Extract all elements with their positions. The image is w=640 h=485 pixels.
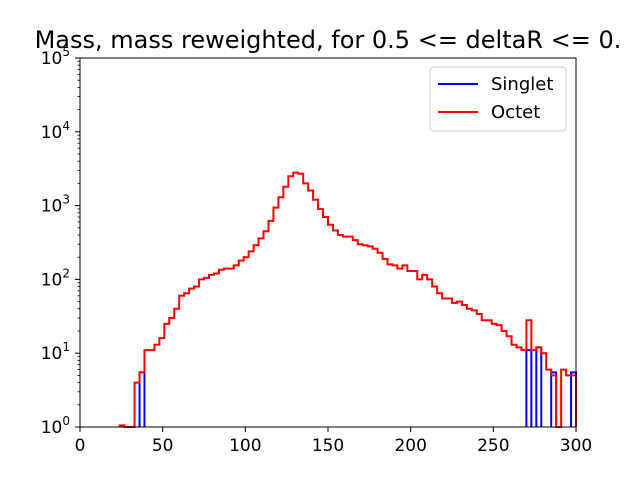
x-tick-label: 50 xyxy=(152,436,174,456)
histogram-bars xyxy=(118,171,577,428)
singlet-bar xyxy=(525,349,533,427)
singlet-bar xyxy=(535,346,543,427)
x-tick-label: 300 xyxy=(560,436,592,456)
octet-step-line xyxy=(118,171,577,428)
tick-marks xyxy=(75,57,577,432)
chart-title: Mass, mass reweighted, for 0.5 <= deltaR… xyxy=(35,26,622,54)
x-tick-label: 100 xyxy=(229,436,261,456)
x-tick-label: 250 xyxy=(477,436,509,456)
y-tick-label: 103 xyxy=(41,193,70,217)
legend: Singlet Octet xyxy=(429,66,567,132)
y-tick-label: 101 xyxy=(41,340,70,364)
x-tick-label: 200 xyxy=(394,436,426,456)
x-tick-label: 0 xyxy=(75,436,86,456)
y-tick-label: 105 xyxy=(41,45,70,69)
y-tick-label: 104 xyxy=(41,119,70,143)
legend-entry-label: Octet xyxy=(491,102,540,123)
legend-entry-label: Singlet xyxy=(491,74,553,95)
y-tick-label: 100 xyxy=(41,414,70,438)
x-tick-label: 150 xyxy=(312,436,344,456)
tick-labels: 0 50 100 150 200 250 300 100 101 102 103 104 105 xyxy=(41,45,593,456)
y-tick-label: 102 xyxy=(41,266,70,290)
